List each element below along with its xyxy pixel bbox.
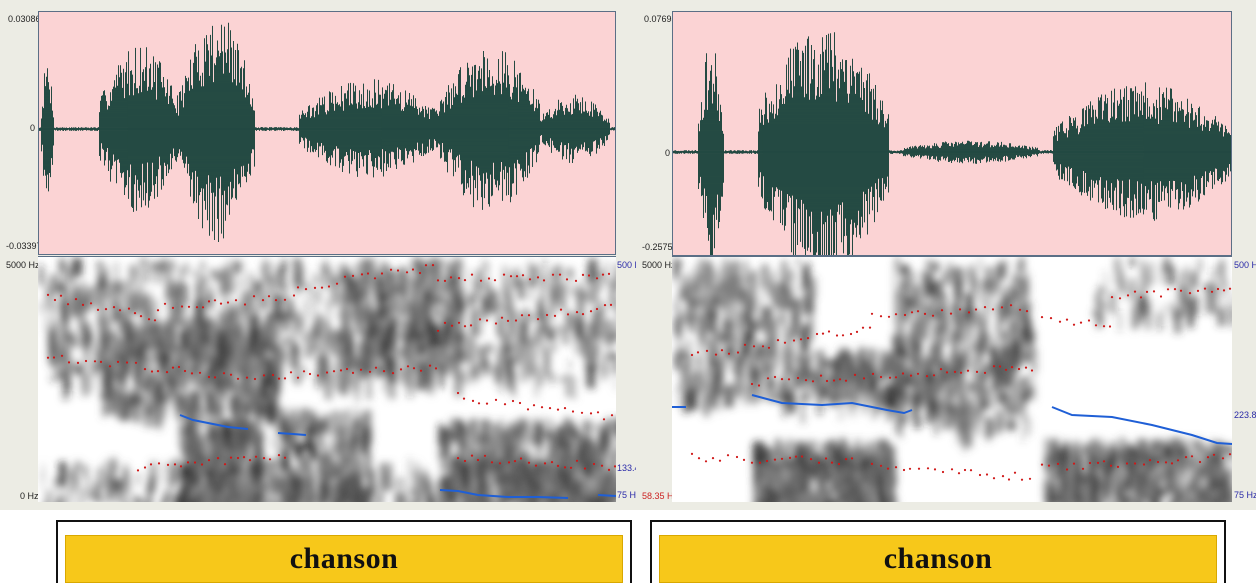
right-word-frame: chanson (650, 520, 1226, 583)
left-word-frame: chanson (56, 520, 632, 583)
left-spec-bottom-label: 0 Hz (20, 491, 39, 501)
right-wave-max-label: 0.07698 (644, 14, 677, 24)
left-wave-max-label: 0.03086 (8, 14, 41, 24)
right-spec-top-label: 5000 Hz (642, 260, 676, 270)
left-spectrogram[interactable] (38, 256, 616, 502)
left-word-label: chanson (289, 542, 399, 575)
right-pitch-mid-label: 223.8 Hz (1234, 410, 1256, 420)
left-word-bar: chanson (65, 535, 623, 583)
right-pitch-top-label: 500 Hz (1234, 260, 1256, 270)
right-spectrogram[interactable] (672, 256, 1232, 502)
left-wave-zero-label: 0 (30, 123, 36, 133)
right-wave-zero-label: 0 (665, 148, 671, 158)
left-analysis-panel: 0.03086 0 -0.03397 5000 Hz 0 Hz 500 Hz 1… (0, 0, 653, 510)
left-pitch-mid-label: 133.4 Hz (617, 463, 653, 473)
left-wave-min-label: -0.03397 (6, 241, 42, 251)
right-wave-min-label: -0.25758 (642, 242, 678, 252)
right-word-box: chanson (644, 514, 1228, 583)
left-spec-top-label: 5000 Hz (6, 260, 40, 270)
left-word-box: chanson (50, 514, 634, 583)
left-pitch-top-label: 500 Hz (617, 260, 646, 270)
right-pitch-bottom-label: 75 Hz (1234, 490, 1256, 500)
right-spectrogram-plot (672, 257, 1232, 502)
right-waveform[interactable] (672, 11, 1232, 256)
right-word-bar: chanson (659, 535, 1217, 583)
left-waveform-plot (39, 22, 615, 242)
right-analysis-panel: 0.07698 0 -0.25758 5000 Hz 58.35 Hz 500 … (636, 0, 1256, 510)
right-word-label: chanson (883, 542, 993, 575)
left-spectrogram-plot (38, 257, 616, 502)
left-pitch-bottom-label: 75 Hz (617, 490, 641, 500)
right-waveform-plot (673, 32, 1231, 255)
left-waveform[interactable] (38, 11, 616, 255)
right-spec-bottom-label: 58.35 Hz (642, 491, 679, 501)
